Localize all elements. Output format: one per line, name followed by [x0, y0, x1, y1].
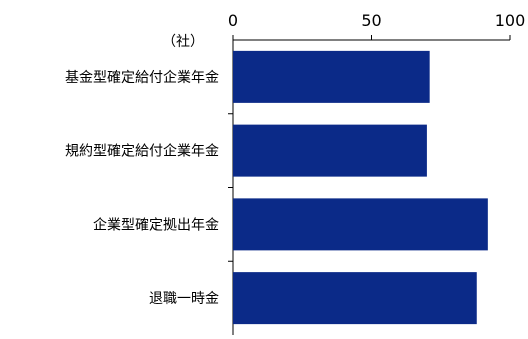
category-label: 基金型確定給付企業年金 — [65, 69, 219, 86]
category-label: 退職一時金 — [149, 291, 219, 307]
unit-label: （社） — [162, 34, 204, 50]
category-label: 規約型確定給付企業年金 — [65, 143, 219, 160]
x-tick-label: 0 — [228, 11, 238, 30]
x-tick-label: 100 — [495, 11, 526, 30]
x-tick-label: 50 — [361, 11, 381, 30]
bar — [233, 124, 427, 177]
x-ticks: 0 50 100 — [228, 11, 525, 40]
bars — [233, 50, 488, 325]
bar — [233, 272, 477, 325]
bar — [233, 198, 488, 251]
category-label: 企業型確定拠出年金 — [93, 216, 219, 233]
bar — [233, 50, 430, 103]
